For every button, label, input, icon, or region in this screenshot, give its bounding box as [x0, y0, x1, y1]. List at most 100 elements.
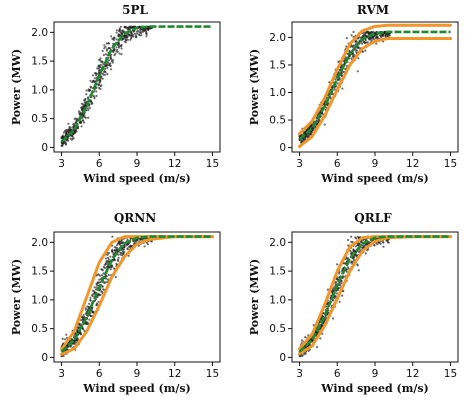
y-tick-label: 2.0	[31, 27, 48, 39]
data-point	[100, 84, 103, 87]
interval-upper-line	[298, 23, 452, 136]
data-point	[93, 97, 96, 100]
data-point	[353, 258, 356, 261]
data-point	[140, 34, 143, 37]
data-point	[145, 35, 148, 38]
data-point	[74, 340, 77, 343]
data-point	[350, 240, 353, 244]
plot-frame	[291, 231, 459, 363]
data-point	[344, 67, 347, 70]
data-point	[117, 259, 120, 262]
data-point	[134, 34, 137, 37]
data-point	[129, 38, 132, 41]
data-point	[94, 72, 98, 75]
data-point	[98, 82, 101, 85]
data-point	[337, 287, 340, 290]
data-point	[93, 77, 96, 80]
data-point	[356, 70, 359, 73]
data-point	[123, 34, 126, 37]
data-point	[62, 131, 65, 134]
y-tick-label: 2.0	[269, 32, 286, 44]
data-point	[357, 57, 360, 60]
data-point	[91, 74, 95, 77]
data-point	[143, 245, 146, 248]
data-point	[305, 135, 308, 138]
y-tick-label: 0	[279, 352, 286, 364]
data-point	[331, 298, 334, 302]
data-point	[104, 71, 107, 74]
chart-panel-qrnn: QRNN 3 6 9 12 15 0 0.5 1.0 1.5 2.0 Wind speed (m/s)…	[10, 211, 221, 395]
data-point	[126, 38, 129, 42]
data-point	[302, 139, 305, 142]
data-point	[83, 115, 86, 119]
chart-panel-rvm: RVM 3 6 9 12 15 0 0.5 1.0 1.5 2.0 Wind speed (m/s) P…	[248, 3, 459, 185]
data-point	[321, 332, 324, 335]
data-point	[87, 116, 90, 119]
data-point	[95, 94, 98, 97]
data-point	[98, 86, 101, 90]
data-point	[95, 286, 98, 289]
data-point	[349, 252, 352, 255]
data-point	[99, 77, 102, 81]
data-point	[109, 57, 112, 60]
data-point	[93, 286, 96, 289]
data-point	[302, 137, 305, 140]
data-point	[124, 37, 127, 40]
data-point	[352, 30, 355, 34]
y-tick-label: 2.0	[269, 237, 286, 249]
data-point	[130, 36, 133, 39]
data-point	[298, 355, 301, 358]
data-point	[107, 273, 110, 277]
y-tick-label: 0.5	[31, 113, 48, 125]
data-point	[86, 305, 89, 308]
data-point	[130, 34, 133, 37]
data-point	[122, 248, 125, 251]
data-point	[346, 257, 350, 260]
data-point	[71, 137, 74, 140]
data-point	[112, 59, 115, 62]
chart-panel-5pl: 5PL 3 6 9 12 15 0 0.5 1.0 1.5 2.0 Wind speed (m/s) P…	[10, 3, 221, 185]
data-point	[120, 252, 123, 255]
data-point	[93, 291, 96, 294]
data-point	[64, 134, 67, 137]
data-point	[110, 68, 113, 71]
data-point	[61, 134, 64, 137]
data-point	[388, 34, 391, 37]
data-point	[146, 243, 149, 246]
data-point	[132, 35, 135, 38]
data-point	[139, 30, 142, 33]
data-point	[140, 28, 144, 31]
data-point	[345, 37, 348, 40]
data-point	[366, 31, 370, 34]
data-point	[375, 35, 378, 39]
data-point	[106, 61, 110, 64]
data-point	[323, 123, 326, 126]
x-axis-label: Wind speed (m/s)	[82, 172, 191, 185]
data-point	[304, 352, 307, 355]
data-point	[380, 36, 383, 39]
y-tick-label: 1.5	[269, 59, 286, 71]
data-point	[336, 263, 339, 266]
data-point	[83, 121, 86, 124]
data-point	[65, 333, 68, 336]
data-point	[104, 262, 107, 266]
data-point	[137, 30, 140, 33]
data-point	[115, 38, 118, 41]
data-point	[88, 107, 91, 110]
data-point	[94, 288, 98, 291]
data-point	[356, 264, 359, 267]
data-point	[89, 299, 92, 302]
data-point	[61, 337, 64, 340]
data-point	[82, 316, 85, 319]
data-point	[356, 235, 359, 238]
data-point	[123, 26, 126, 29]
x-tick-label: 9	[372, 368, 379, 380]
x-tick-label: 12	[406, 158, 419, 170]
data-point	[65, 131, 68, 135]
data-point	[383, 32, 386, 35]
data-point	[364, 49, 367, 52]
data-point	[133, 32, 137, 35]
data-point	[79, 331, 82, 334]
data-point	[116, 48, 119, 51]
data-point	[61, 141, 64, 145]
